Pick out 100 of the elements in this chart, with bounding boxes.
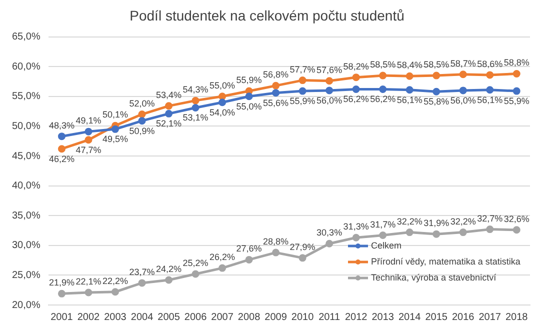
data-label: 25,2% xyxy=(182,258,208,268)
point xyxy=(459,86,467,94)
point xyxy=(406,72,414,80)
data-label: 55,9% xyxy=(236,75,262,86)
x-tick-label: 2018 xyxy=(505,312,528,323)
data-label: 58,4% xyxy=(396,60,422,70)
data-label: 23,7% xyxy=(129,266,155,277)
x-tick-label: 2008 xyxy=(238,312,261,323)
data-label: 55,0% xyxy=(236,101,262,112)
x-tick-label: 2013 xyxy=(372,312,394,323)
point xyxy=(352,86,360,93)
point xyxy=(326,77,334,85)
data-label: 26,2% xyxy=(210,252,236,262)
y-tick-label: 35,0% xyxy=(12,210,40,222)
chart-title: Podíl studentek na celkovém počtu studentů xyxy=(130,7,404,24)
y-tick-label: 55,0% xyxy=(12,91,40,102)
data-label: 57,6% xyxy=(316,64,342,75)
y-tick-label: 40,0% xyxy=(12,180,40,192)
point xyxy=(165,276,173,284)
data-label: 55,0% xyxy=(210,80,236,90)
legend-label: Přírodní vědy, matematika a statistika xyxy=(371,256,520,266)
x-tick-label: 2002 xyxy=(77,312,100,323)
point xyxy=(298,254,306,262)
point xyxy=(379,86,387,93)
data-label: 56,2% xyxy=(370,94,396,104)
point xyxy=(379,232,387,240)
point xyxy=(298,87,306,95)
x-tick-label: 2012 xyxy=(344,312,368,323)
data-label: 32,6% xyxy=(504,214,530,224)
point xyxy=(112,288,119,296)
point xyxy=(326,240,334,248)
data-label: 47,7% xyxy=(76,144,102,155)
data-label: 54,3% xyxy=(182,84,208,95)
data-label: 56,2% xyxy=(343,94,369,104)
x-tick-label: 2017 xyxy=(478,312,502,323)
data-label: 55,9% xyxy=(504,96,530,106)
data-label: 31,9% xyxy=(424,218,450,228)
x-tick-label: 2005 xyxy=(158,312,180,323)
x-tick-label: 2009 xyxy=(264,312,288,323)
y-tick-label: 60,0% xyxy=(12,61,40,72)
legend-label: Celkem xyxy=(371,240,402,250)
data-label: 55,6% xyxy=(263,98,289,108)
point xyxy=(352,234,360,242)
point xyxy=(486,86,494,94)
data-label: 58,2% xyxy=(343,61,369,72)
data-label: 50,9% xyxy=(129,126,155,136)
point xyxy=(406,86,414,94)
data-label: 49,1% xyxy=(76,116,102,126)
point xyxy=(459,70,467,78)
point xyxy=(245,87,253,95)
x-tick-label: 2007 xyxy=(211,312,234,323)
data-label: 50,1% xyxy=(102,110,128,120)
legend-label: Technika, výroba a stavebnictví xyxy=(371,272,497,282)
x-tick-label: 2015 xyxy=(425,312,448,323)
point xyxy=(165,102,173,110)
point xyxy=(165,110,173,118)
point xyxy=(84,288,92,296)
data-label: 57,7% xyxy=(290,64,316,74)
point xyxy=(218,264,226,272)
data-label: 21,9% xyxy=(48,278,74,288)
data-label: 53,4% xyxy=(156,90,182,100)
data-label: 58,6% xyxy=(477,58,503,69)
point xyxy=(459,228,467,236)
point xyxy=(432,230,440,238)
data-label: 32,7% xyxy=(477,213,503,224)
data-label: 49,5% xyxy=(102,134,128,144)
data-label: 54,0% xyxy=(210,107,236,118)
data-label: 56,1% xyxy=(477,94,503,105)
data-label: 48,3% xyxy=(48,120,74,130)
point xyxy=(245,256,253,264)
data-label: 56,0% xyxy=(316,95,342,106)
point xyxy=(58,132,66,140)
point xyxy=(432,88,440,96)
data-label: 46,2% xyxy=(48,154,74,164)
data-label: 56,0% xyxy=(450,95,476,106)
point xyxy=(486,226,494,234)
point xyxy=(406,228,414,236)
data-label: 55,9% xyxy=(290,96,316,106)
y-tick-label: 50,0% xyxy=(12,120,40,132)
point xyxy=(218,92,226,100)
point xyxy=(138,279,146,287)
point xyxy=(512,70,520,78)
point xyxy=(112,125,119,133)
x-tick-label: 2004 xyxy=(130,312,154,323)
point xyxy=(486,71,494,79)
data-label: 55,8% xyxy=(424,96,450,107)
data-label: 52,0% xyxy=(129,98,155,108)
point xyxy=(298,76,306,84)
data-label: 56,1% xyxy=(396,94,422,105)
data-label: 22,1% xyxy=(76,276,102,286)
y-tick-label: 30,0% xyxy=(12,240,40,252)
x-tick-label: 2011 xyxy=(318,312,340,323)
data-label: 27,9% xyxy=(290,242,316,252)
point xyxy=(218,98,226,106)
data-label: 31,7% xyxy=(370,219,396,230)
data-label: 58,7% xyxy=(450,58,476,68)
data-label: 56,8% xyxy=(263,70,289,80)
data-label: 53,1% xyxy=(182,112,208,123)
data-label: 58,8% xyxy=(504,58,530,68)
data-label: 27,6% xyxy=(236,244,262,254)
